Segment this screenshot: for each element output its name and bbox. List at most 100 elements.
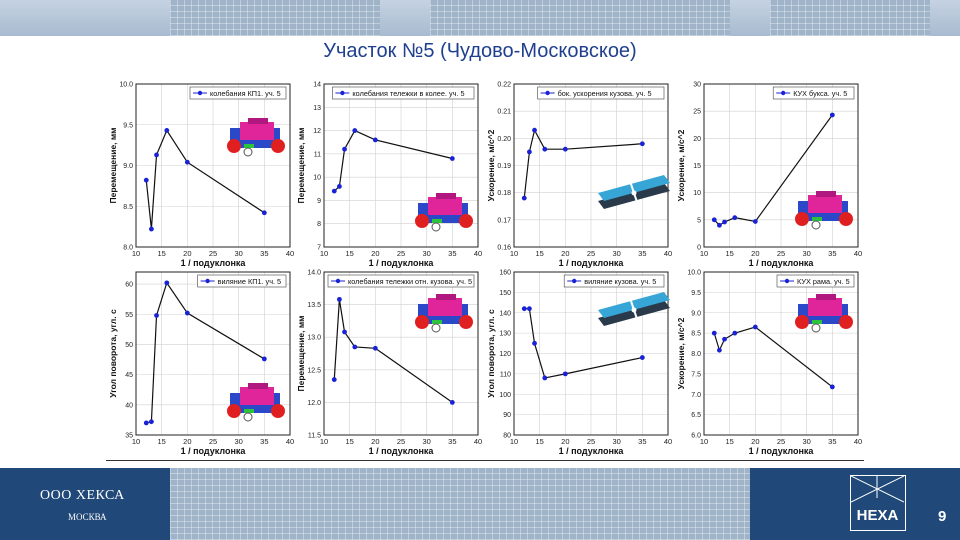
x-tick-label: 40 — [474, 437, 482, 446]
x-tick-label: 25 — [209, 249, 217, 258]
data-point — [149, 226, 154, 232]
y-tick-label: 130 — [499, 331, 511, 338]
legend-label: колебания тележки отн. кузова. уч. 5 — [348, 277, 472, 286]
data-point — [752, 324, 758, 330]
mesh-decoration — [770, 0, 930, 36]
wheel-left — [227, 139, 241, 153]
y-tick-label: 140 — [499, 310, 511, 317]
y-tick-label: 20 — [693, 136, 701, 143]
legend-label: колебания КП1. уч. 5 — [210, 89, 281, 98]
data-point — [521, 306, 527, 312]
mesh-decoration — [430, 0, 730, 36]
y-axis-label: Перемещение, мм — [296, 128, 306, 204]
bogie-wheel-front — [243, 412, 253, 422]
x-tick-label: 40 — [474, 249, 482, 258]
bogie-body — [808, 195, 842, 213]
x-tick-label: 30 — [422, 437, 430, 446]
data-point — [542, 146, 548, 152]
x-axis-label: 1 / подуклонка — [181, 446, 247, 456]
legend-label: виляние кузова. уч. 5 — [584, 277, 656, 286]
data-point — [164, 280, 170, 286]
x-tick-label: 25 — [777, 437, 785, 446]
x-tick-label: 20 — [183, 437, 191, 446]
y-tick-label: 0.17 — [497, 217, 511, 224]
legend-marker — [572, 278, 577, 284]
x-tick-label: 20 — [751, 249, 759, 258]
bogie-icon — [415, 193, 473, 232]
wheel-left — [415, 214, 429, 228]
chart-panel: 10 15 20 25 30 35 40 0.16 0.17 0.18 0.19 0.20 0.21 0.… — [486, 82, 672, 269]
y-tick-label: 5 — [697, 217, 701, 224]
chart-panel: 10 15 20 25 30 35 40 11.5 12.0 12.5 13.0 13.5 14.0 ко… — [296, 270, 482, 457]
y-tick-label: 160 — [499, 270, 511, 277]
y-tick-label: 150 — [499, 290, 511, 297]
data-point — [752, 219, 758, 224]
y-axis-label: Ускорение, м/с^2 — [676, 317, 686, 389]
car-body — [598, 175, 670, 201]
wheel-right — [839, 315, 853, 329]
hexa-logo-icon: HEXA — [850, 475, 905, 524]
x-tick-label: 15 — [345, 249, 353, 258]
legend-marker — [205, 278, 210, 284]
y-tick-label: 7.5 — [691, 371, 701, 378]
data-point — [352, 344, 358, 350]
y-tick-label: 0.20 — [497, 136, 511, 143]
data-point — [342, 329, 347, 335]
x-tick-label: 30 — [234, 249, 242, 258]
mesh-decoration — [170, 468, 750, 540]
plot-border — [323, 83, 479, 248]
y-tick-label: 90 — [503, 412, 511, 419]
mesh-decoration — [170, 0, 380, 36]
y-tick-label: 100 — [499, 392, 511, 399]
bogie-wheel-front — [431, 222, 441, 232]
y-tick-label: 8.5 — [691, 331, 701, 338]
x-tick-label: 15 — [345, 437, 353, 446]
y-tick-label: 13 — [313, 105, 321, 112]
y-tick-label: 110 — [500, 371, 511, 378]
x-tick-label: 40 — [664, 437, 672, 446]
x-tick-label: 25 — [209, 437, 217, 446]
data-point — [717, 222, 722, 228]
car-center-dot — [631, 190, 637, 196]
y-tick-label: 12 — [313, 128, 321, 135]
y-tick-label: 9.0 — [123, 163, 133, 170]
data-point — [342, 146, 347, 152]
data-point — [337, 184, 342, 189]
legend-label: бок. ускорения кузова. уч. 5 — [558, 89, 652, 98]
chart-panel: 10 15 20 25 30 35 40 7 8 9 10 11 12 13 14 колебания тел… — [296, 82, 482, 269]
data-point — [732, 215, 738, 221]
y-tick-label: 11.5 — [308, 433, 321, 440]
y-tick-label: 15 — [693, 163, 701, 170]
series-line — [713, 326, 833, 388]
legend-box — [772, 86, 855, 100]
bogie-icon — [227, 118, 285, 157]
page-number: 9 — [938, 508, 947, 525]
data-point — [149, 419, 154, 425]
data-point — [154, 152, 159, 158]
x-axis-label: 1 / подуклонка — [369, 446, 435, 456]
bogie-top — [248, 118, 268, 124]
x-tick-label: 25 — [397, 437, 405, 446]
data-point — [711, 330, 717, 336]
plot-border — [703, 83, 859, 248]
data-point — [542, 375, 548, 381]
footer-band — [0, 468, 960, 540]
legend-marker — [545, 90, 550, 96]
y-axis-label: Перемещение, мм — [296, 316, 306, 392]
y-tick-label: 120 — [499, 351, 511, 358]
wheel-left — [795, 212, 809, 226]
wheel-right — [839, 212, 853, 226]
data-point — [639, 355, 645, 360]
y-tick-label: 0.22 — [497, 82, 511, 89]
x-tick-label: 15 — [725, 249, 733, 258]
wheel-right — [271, 139, 285, 153]
y-axis-label: Ускорение, м/с^2 — [486, 129, 496, 201]
legend-box — [197, 274, 287, 288]
x-tick-label: 15 — [535, 249, 543, 258]
chart-panel: 10 15 20 25 30 35 40 8.0 8.5 9.0 9.5 10.0 колебания … — [108, 82, 294, 269]
y-tick-label: 8.0 — [123, 245, 133, 252]
x-tick-label: 30 — [802, 437, 810, 446]
x-tick-label: 20 — [561, 437, 569, 446]
x-tick-label: 35 — [260, 437, 268, 446]
y-tick-label: 9.5 — [691, 290, 701, 297]
